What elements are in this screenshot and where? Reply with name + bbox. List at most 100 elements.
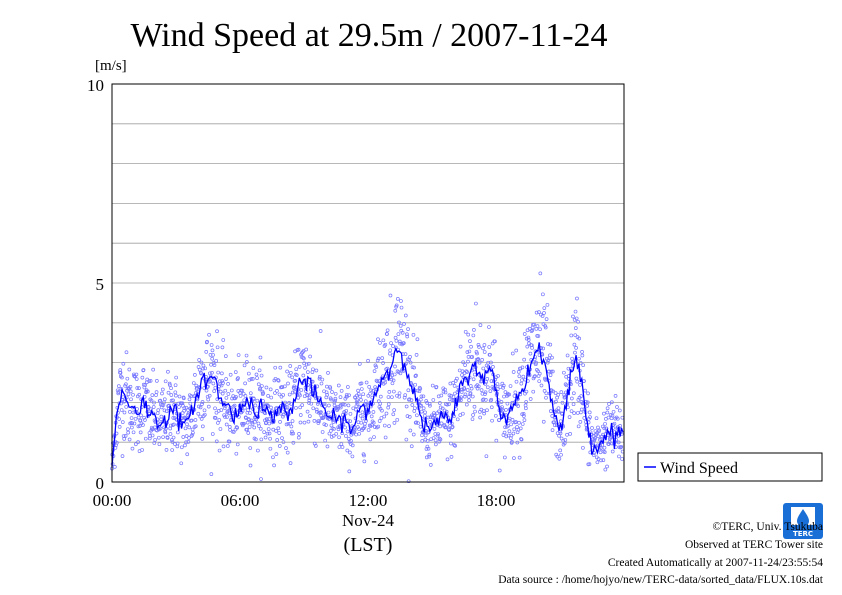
- data-point: [525, 344, 530, 349]
- y-tick-label-5: 5: [96, 275, 105, 294]
- data-point: [605, 410, 610, 415]
- data-point: [574, 346, 578, 350]
- chart-title: Wind Speed at 29.5m / 2007-11-24: [130, 17, 607, 54]
- data-point: [448, 433, 453, 438]
- data-point: [281, 393, 286, 397]
- data-point: [475, 351, 479, 356]
- data-point: [524, 389, 529, 394]
- data-point: [393, 308, 398, 313]
- data-point: [246, 408, 250, 412]
- data-point: [357, 427, 361, 431]
- data-point: [343, 425, 347, 430]
- legend-box: [637, 452, 823, 482]
- data-point: [558, 448, 563, 453]
- data-point: [535, 324, 540, 329]
- data-point: [451, 395, 456, 399]
- data-point: [356, 388, 360, 393]
- data-point: [522, 418, 527, 422]
- data-point: [201, 363, 206, 368]
- data-point: [574, 376, 579, 381]
- data-point: [325, 393, 330, 397]
- data-point: [388, 293, 393, 298]
- data-point: [288, 364, 293, 368]
- data-point: [538, 327, 542, 332]
- data-point: [219, 408, 224, 412]
- data-point: [408, 428, 413, 433]
- legend: Wind Speed: [637, 452, 823, 482]
- data-point: [512, 427, 517, 432]
- data-point: [259, 477, 263, 481]
- data-point: [126, 430, 131, 435]
- data-point: [373, 385, 377, 389]
- data-point: [611, 409, 616, 414]
- data-point: [451, 380, 456, 385]
- data-point: [220, 345, 225, 350]
- data-point: [158, 398, 163, 403]
- data-point: [301, 355, 305, 360]
- data-point: [199, 360, 204, 365]
- data-point: [187, 397, 192, 402]
- data-point: [167, 403, 171, 408]
- data-point: [314, 368, 319, 373]
- data-point: [223, 415, 227, 419]
- data-point: [519, 381, 524, 386]
- data-point: [191, 430, 195, 435]
- data-point: [508, 384, 513, 388]
- data-point: [364, 380, 369, 385]
- data-point: [297, 365, 302, 369]
- data-point: [545, 360, 550, 365]
- data-point: [387, 390, 392, 394]
- data-point: [378, 394, 383, 399]
- data-point: [265, 417, 269, 422]
- data-point: [223, 388, 228, 393]
- data-point: [474, 301, 478, 306]
- data-point: [587, 410, 592, 415]
- data-point: [504, 434, 509, 439]
- data-point: [298, 420, 303, 425]
- data-point: [439, 421, 444, 426]
- data-point: [444, 425, 448, 430]
- data-point: [127, 437, 132, 442]
- data-point: [271, 455, 275, 460]
- data-point: [320, 377, 325, 382]
- data-point: [418, 424, 423, 429]
- data-point: [134, 377, 139, 381]
- data-point: [285, 450, 290, 455]
- data-point: [521, 412, 526, 416]
- data-point: [607, 402, 611, 406]
- data-point: [467, 398, 471, 403]
- data-point: [227, 425, 232, 429]
- data-point: [517, 374, 522, 379]
- data-point: [143, 436, 148, 441]
- data-point: [374, 460, 378, 465]
- data-point: [221, 381, 225, 385]
- data-point: [388, 348, 393, 353]
- data-point: [414, 352, 419, 357]
- data-point: [606, 415, 611, 420]
- data-point: [245, 420, 250, 425]
- data-point: [556, 392, 561, 397]
- data-point: [416, 421, 420, 425]
- data-point: [294, 367, 299, 372]
- data-point: [439, 393, 444, 398]
- data-point: [133, 416, 138, 421]
- data-point: [617, 454, 621, 459]
- data-point: [380, 356, 385, 360]
- data-point: [510, 417, 515, 422]
- data-point: [495, 382, 500, 386]
- data-point: [227, 439, 232, 444]
- data-point: [602, 450, 607, 454]
- data-point: [263, 435, 268, 440]
- data-point: [286, 381, 290, 386]
- data-point: [169, 386, 173, 391]
- data-point: [221, 444, 226, 449]
- data-point: [447, 393, 452, 398]
- data-point: [207, 393, 212, 398]
- data-point: [135, 386, 140, 390]
- data-point: [447, 428, 452, 432]
- data-point: [317, 375, 322, 379]
- data-point: [150, 393, 155, 397]
- data-point: [427, 402, 432, 406]
- data-point: [202, 412, 207, 417]
- data-point: [325, 384, 329, 389]
